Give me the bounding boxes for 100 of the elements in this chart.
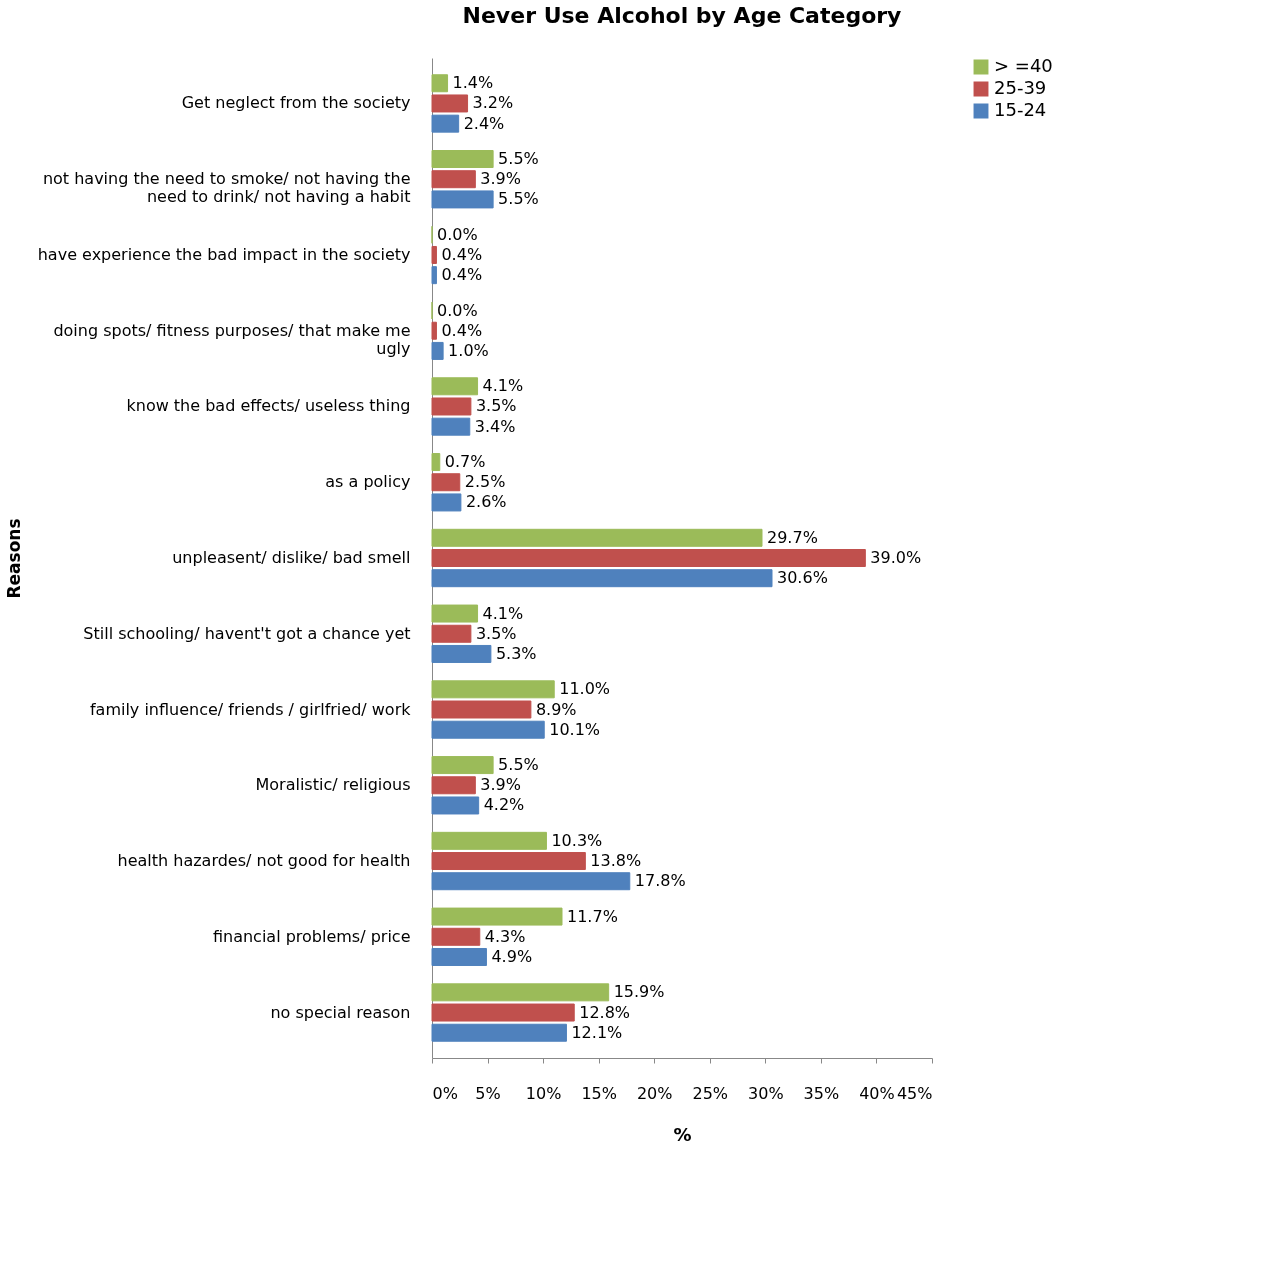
y-tick-label: doing spots/ fitness purposes/ that make me ugly	[53, 320, 411, 358]
data-label: 0.7%	[444, 452, 486, 472]
legend-label: 15-24	[994, 99, 1047, 120]
data-label: 3.5%	[475, 396, 517, 416]
x-tick-label: 25%	[692, 1083, 729, 1103]
y-tick-label: no special reason	[270, 1002, 411, 1022]
data-label: 39.0%	[870, 548, 922, 567]
x-tick-label: 20%	[636, 1083, 673, 1103]
legend-label: 25-39	[994, 77, 1047, 98]
bar	[431, 907, 563, 926]
bar	[431, 831, 547, 850]
data-label: 10.3%	[551, 830, 603, 850]
bar	[431, 1003, 575, 1022]
bar	[431, 266, 437, 285]
data-label: 11.0%	[559, 679, 611, 699]
y-tick-label: unpleasent/ dislike/ bad smell	[172, 548, 411, 567]
data-label: 4.2%	[483, 795, 525, 815]
data-label: 30.6%	[777, 568, 828, 588]
x-tick-label: 40%	[859, 1083, 895, 1103]
data-label: 5.5%	[498, 189, 539, 209]
y-tick-label: Still schooling/ havent't got a chance yet	[83, 623, 411, 643]
x-tick-label: 5%	[475, 1083, 501, 1103]
x-tick-label: 45%	[896, 1083, 933, 1103]
data-label: 2.4%	[463, 113, 505, 133]
data-label: 4.3%	[484, 926, 526, 946]
y-tick-label: as a policy	[325, 472, 411, 492]
x-tick-label: 0%	[432, 1083, 458, 1103]
y-tick-label: know the bad effects/ useless thing	[126, 396, 411, 416]
y-tick-label: not having the need to smoke/ not having the need to drink/ not having a habit	[42, 169, 411, 207]
data-label: 0.4%	[441, 265, 483, 285]
bar	[431, 700, 532, 719]
bar	[431, 94, 469, 113]
data-label: 10.1%	[549, 719, 601, 739]
bar	[431, 1023, 567, 1042]
data-label: 0.4%	[441, 320, 483, 340]
data-label: 1.0%	[448, 340, 489, 360]
bar	[431, 493, 462, 512]
x-tick-label: 10%	[525, 1083, 562, 1103]
data-label: 2.6%	[465, 492, 507, 512]
bar	[431, 453, 441, 472]
data-label: 5.5%	[498, 755, 539, 775]
bar	[431, 644, 492, 663]
data-label: 5.3%	[495, 643, 537, 663]
data-label: 17.8%	[634, 871, 686, 891]
data-label: 0.0%	[437, 300, 478, 320]
y-tick-label: Get neglect from the society	[181, 93, 411, 113]
bar	[431, 528, 763, 547]
bar	[431, 720, 545, 739]
bar	[431, 190, 494, 209]
bar	[431, 549, 866, 567]
bar	[431, 947, 487, 966]
bar	[431, 983, 610, 1002]
data-label: 15.9%	[613, 982, 665, 1002]
bar	[431, 776, 476, 795]
data-label: 29.7%	[767, 527, 818, 547]
bar	[431, 321, 437, 340]
bar	[431, 397, 472, 416]
bar	[431, 624, 472, 643]
bar	[431, 114, 460, 133]
x-tick-label: 35%	[803, 1083, 840, 1103]
bar	[431, 377, 479, 396]
x-tick-label: 15%	[581, 1083, 617, 1103]
bar	[431, 473, 461, 492]
data-label: 0.0%	[437, 224, 478, 244]
data-label: 4.1%	[482, 376, 524, 396]
data-label: 3.9%	[480, 775, 521, 795]
y-tick-label: Moralistic/ religious	[255, 775, 411, 795]
y-tick-label: health hazardes/ not good for health	[117, 851, 411, 871]
bar	[431, 74, 449, 93]
x-tick-label: 30%	[748, 1083, 784, 1103]
data-label: 13.8%	[590, 851, 642, 871]
data-label: 3.4%	[474, 416, 516, 436]
bar	[431, 852, 586, 871]
data-label: 11.7%	[567, 906, 618, 926]
bar	[431, 604, 479, 623]
bar	[431, 756, 494, 775]
data-label: 12.1%	[571, 1022, 623, 1042]
y-tick-label: family influence/ friends / girlfried/ work	[89, 699, 412, 719]
data-label: 5.5%	[498, 149, 539, 169]
bar	[431, 245, 437, 264]
data-label: 4.1%	[482, 603, 524, 623]
bar	[431, 170, 476, 189]
data-label: 2.5%	[464, 472, 506, 492]
data-label: 12.8%	[579, 1002, 631, 1022]
data-label: 8.9%	[535, 699, 577, 719]
bar	[431, 796, 480, 815]
data-label: 3.5%	[475, 623, 517, 643]
x-axis-title: %	[673, 1123, 692, 1145]
chart-title: Never Use Alcohol by Age Category	[462, 3, 902, 28]
y-tick-label: have experience the bad impact in the society	[37, 244, 411, 264]
data-label: 0.4%	[441, 244, 483, 264]
bar	[431, 680, 555, 699]
data-label: 3.9%	[480, 169, 521, 189]
bar	[431, 341, 444, 360]
data-label: 3.2%	[472, 93, 514, 113]
legend-label: > =40	[994, 55, 1053, 76]
bar	[431, 872, 631, 891]
data-label: 4.9%	[491, 946, 533, 966]
bar	[431, 927, 481, 946]
data-label: 1.4%	[452, 73, 494, 93]
